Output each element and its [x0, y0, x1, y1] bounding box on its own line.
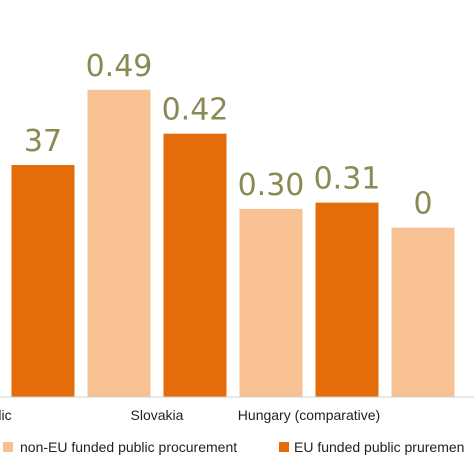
bar-eu-1 [163, 133, 227, 397]
category-label-1: Slovakia [131, 407, 184, 423]
category-labels-layer: lic Slovakia Hungary (comparative) [0, 407, 380, 423]
category-label-0: lic [0, 407, 12, 423]
value-label-non-eu-3: 0 [413, 187, 432, 222]
bar-non-eu-1 [87, 89, 151, 398]
value-label-eu-0: 37 [24, 124, 62, 159]
value-labels-layer: 37 0.49 0.42 0.30 0.31 0 [24, 49, 433, 222]
legend: non-EU funded public procurement EU fund… [3, 439, 464, 455]
category-label-2: Hungary (comparative) [238, 407, 380, 423]
legend-label-eu: EU funded public pruremen [294, 439, 464, 455]
legend-swatch-non-eu [3, 442, 13, 452]
legend-swatch-eu [279, 442, 289, 452]
value-label-eu-1: 0.42 [162, 93, 229, 128]
bar-non-eu-2 [239, 208, 303, 397]
value-label-non-eu-1: 0.49 [86, 49, 153, 84]
legend-label-non-eu: non-EU funded public procurement [20, 439, 237, 455]
bar-non-eu-3 [391, 227, 455, 397]
bar-eu-2 [315, 202, 379, 397]
value-label-eu-2: 0.31 [314, 162, 381, 197]
value-label-non-eu-2: 0.30 [238, 168, 305, 203]
bar-eu-0 [11, 165, 75, 397]
bars-layer [11, 89, 455, 398]
